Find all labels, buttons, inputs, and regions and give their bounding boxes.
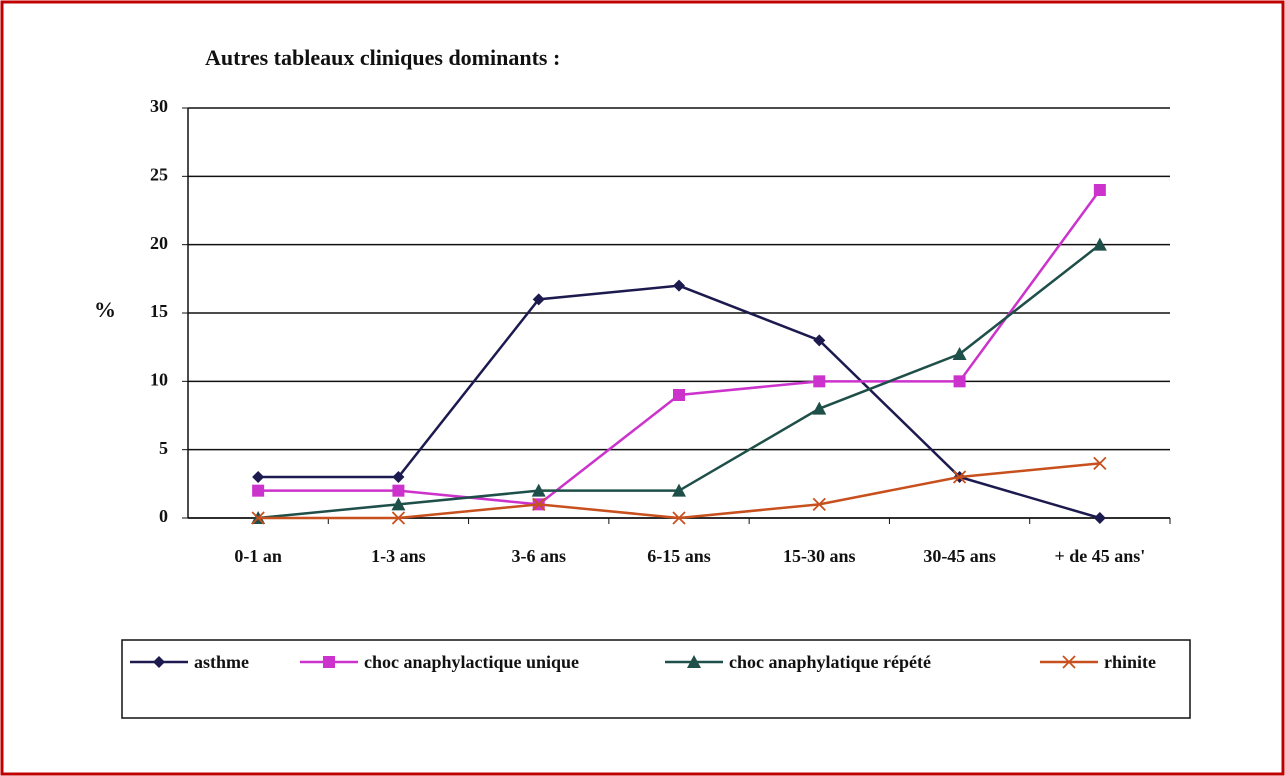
y-tick-label: 20 [150, 233, 168, 253]
y-tick-label: 25 [150, 164, 168, 184]
marker [673, 279, 685, 292]
marker [672, 483, 686, 497]
legend-label: choc anaphylactique unique [364, 652, 579, 672]
marker [532, 293, 545, 306]
y-tick-label: 30 [150, 96, 168, 116]
series-line [258, 189, 1101, 506]
marker [532, 497, 546, 511]
marker [813, 375, 826, 388]
marker [812, 401, 827, 415]
marker [251, 511, 265, 525]
marker [953, 375, 966, 388]
marker [391, 497, 406, 511]
x-tick-label: + de 45 ans' [1054, 546, 1145, 566]
x-tick-label: 30-45 ans [923, 546, 996, 566]
marker [392, 484, 405, 497]
marker [673, 389, 685, 401]
legend-label: rhinite [1104, 652, 1156, 672]
legend-label: choc anaphylatique répété [729, 652, 931, 672]
series-line [258, 284, 1101, 520]
marker [392, 471, 405, 483]
y-tick-label: 15 [150, 301, 168, 321]
marker [1093, 512, 1106, 524]
marker [1092, 237, 1107, 251]
legend-box [121, 639, 1191, 719]
x-tick-label: 15-30 ans [783, 546, 856, 566]
marker [252, 484, 265, 497]
marker [1093, 456, 1107, 470]
marker [672, 511, 686, 525]
marker [813, 334, 826, 347]
marker [1062, 655, 1076, 669]
marker [323, 656, 335, 668]
marker [952, 470, 967, 484]
y-tick-label: 5 [159, 438, 168, 458]
marker [1093, 184, 1106, 196]
y-tick-label: 10 [150, 369, 168, 389]
y-tick-label: 0 [159, 506, 168, 526]
marker [391, 511, 406, 525]
marker [812, 497, 826, 511]
marker [952, 347, 967, 360]
x-tick-label: 1-3 ans [371, 546, 426, 566]
x-tick-label: 3-6 ans [511, 546, 566, 566]
legend-label: asthme [194, 652, 249, 672]
y-axis-label: % [94, 297, 116, 322]
marker [153, 656, 165, 668]
x-tick-label: 6-15 ans [647, 546, 711, 566]
marker [687, 655, 701, 668]
marker [252, 471, 265, 483]
marker [531, 483, 546, 497]
chart-title: Autres tableaux cliniques dominants : [205, 45, 560, 70]
x-tick-label: 0-1 an [234, 546, 282, 566]
